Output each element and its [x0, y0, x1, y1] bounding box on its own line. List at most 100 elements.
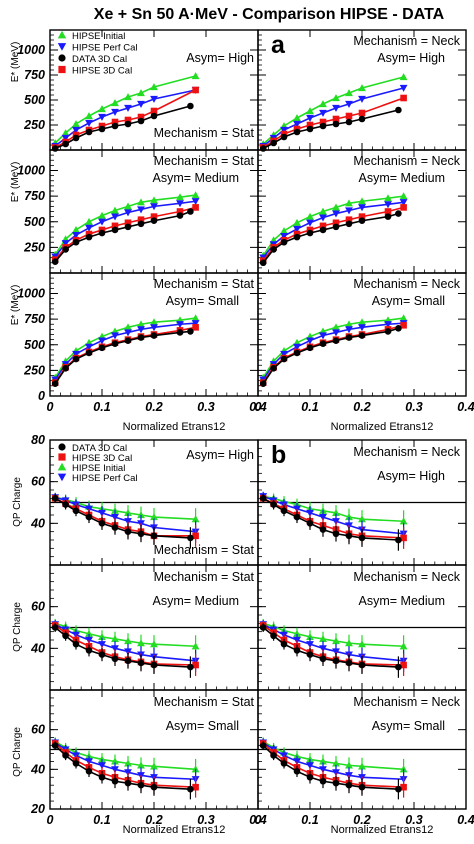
legend-marker	[57, 473, 67, 482]
legend-entry: HIPSE 3D Cal	[72, 453, 132, 464]
data-point	[62, 246, 69, 253]
data-point	[384, 321, 392, 329]
legend-entry: HIPSE Initial	[72, 31, 125, 42]
data-point	[61, 129, 70, 137]
data-point	[358, 213, 366, 220]
data-point	[293, 233, 301, 241]
legend-entry: DATA 3D Cal	[72, 54, 127, 65]
data-point	[395, 325, 402, 332]
data-point	[319, 340, 327, 348]
x-tick-label: 0.1	[301, 813, 318, 827]
data-point	[293, 343, 301, 351]
data-point	[332, 203, 340, 211]
data-point	[62, 365, 69, 372]
legend-marker	[57, 462, 67, 471]
y-tick-label: 1000	[17, 43, 45, 57]
data-point	[111, 757, 119, 765]
series-line	[54, 105, 191, 150]
data-point	[306, 641, 314, 649]
data-point	[176, 193, 184, 201]
panel-asym-label: Asym= Small	[372, 294, 445, 308]
data-point	[293, 128, 301, 136]
x-tick-label: 0	[255, 813, 262, 827]
data-point	[124, 120, 132, 128]
panel-mechanism-label: Mechanism = Neck	[353, 277, 460, 291]
x-tick-label: 0.1	[93, 813, 110, 827]
data-point	[319, 109, 327, 117]
panel-mechanism-label: Mechanism = Stat	[154, 154, 255, 168]
y-axis-label: QP Charge	[12, 727, 23, 777]
data-point	[358, 217, 366, 225]
data-point	[150, 661, 158, 669]
data-point	[384, 208, 392, 215]
data-point	[395, 663, 402, 671]
data-point	[72, 134, 80, 142]
data-point	[192, 86, 199, 94]
data-point	[319, 100, 327, 108]
x-tick-label: 0.1	[301, 400, 318, 414]
data-point	[280, 350, 288, 358]
data-point	[319, 655, 327, 663]
data-point	[192, 661, 199, 669]
data-point	[62, 632, 69, 640]
data-point	[319, 332, 327, 340]
data-point	[270, 752, 277, 759]
panel-a-1: Mechanism = Neck Asym= High a	[257, 29, 467, 152]
data-point	[111, 99, 119, 107]
y-tick-label: 60	[31, 723, 45, 737]
data-point	[150, 203, 158, 211]
data-point	[124, 116, 132, 124]
data-point	[137, 530, 145, 538]
data-point	[111, 122, 119, 130]
legend-entry: HIPSE Perf Cal	[72, 473, 137, 484]
data-point	[280, 507, 288, 515]
y-tick-label: 60	[31, 475, 45, 489]
x-tick-label: 0.2	[145, 813, 162, 827]
data-point	[150, 332, 158, 339]
y-axis-label: QP Charge	[12, 602, 23, 652]
data-point	[280, 233, 288, 240]
data-point	[111, 524, 119, 531]
series-line	[262, 744, 399, 790]
data-point	[191, 72, 200, 80]
data-point	[358, 115, 366, 123]
data-point	[319, 214, 327, 222]
legend-marker	[57, 30, 67, 39]
data-point	[137, 781, 145, 789]
data-point	[293, 513, 301, 521]
data-point	[345, 112, 353, 120]
data-point	[332, 759, 340, 767]
data-point	[72, 226, 80, 234]
y-tick-label: 40	[30, 516, 45, 530]
series-line	[262, 87, 404, 147]
data-point	[332, 323, 340, 331]
data-point	[332, 530, 340, 538]
panel-asym-label: Asym= High	[377, 51, 445, 65]
data-point	[111, 635, 119, 643]
data-point	[319, 635, 327, 643]
data-point	[150, 532, 158, 540]
data-point	[319, 222, 327, 230]
data-point	[98, 125, 106, 133]
data-point	[51, 495, 59, 502]
data-point	[72, 760, 80, 767]
y-tick-label: 500	[24, 215, 45, 229]
data-point	[358, 84, 366, 92]
data-point	[345, 220, 353, 228]
data-point	[400, 321, 407, 329]
data-point	[124, 104, 132, 112]
data-point	[137, 216, 145, 223]
panel-b-1: Mechanism = Neck Asym= High b	[257, 439, 467, 566]
data-point	[62, 140, 69, 148]
data-point	[400, 783, 407, 791]
section-letter: b	[271, 441, 286, 469]
data-point	[319, 122, 327, 130]
data-point	[72, 640, 80, 648]
data-point	[306, 212, 314, 220]
data-point	[259, 145, 267, 152]
figure-title: Xe + Sn 50 A·MeV - Comparison HIPSE - DA…	[94, 6, 445, 23]
data-point	[98, 337, 106, 345]
data-point	[384, 201, 392, 209]
y-axis-label: E* (MeV)	[10, 42, 21, 83]
series-line	[54, 624, 196, 666]
